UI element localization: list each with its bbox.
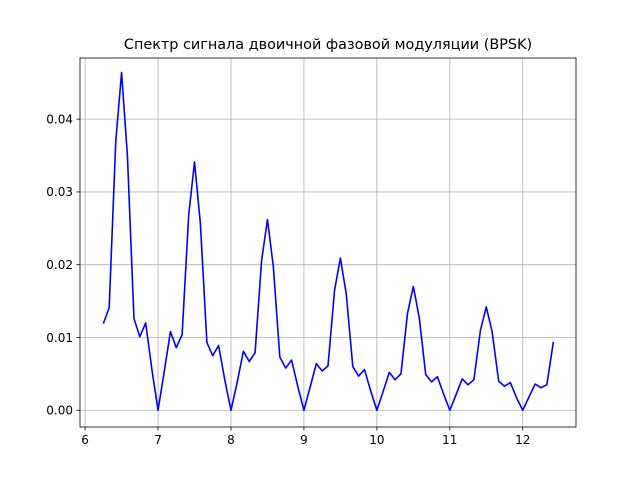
y-tick-label: 0.03 xyxy=(46,185,73,199)
plot-frame xyxy=(79,57,577,428)
x-tick-label: 9 xyxy=(300,433,308,447)
x-tick-label: 10 xyxy=(369,433,384,447)
y-tick-label: 0.00 xyxy=(46,404,73,418)
x-tick-label: 8 xyxy=(227,433,235,447)
x-tick-label: 6 xyxy=(81,433,89,447)
grid xyxy=(80,58,576,427)
x-tick-label: 11 xyxy=(442,433,457,447)
x-tick-label: 12 xyxy=(515,433,530,447)
y-tick-label: 0.01 xyxy=(46,331,73,345)
y-tick-label: 0.02 xyxy=(46,258,73,272)
series-line xyxy=(102,71,555,412)
y-axis: 0.00 0.01 0.02 0.03 0.04 xyxy=(46,112,80,418)
x-tick-label: 7 xyxy=(154,433,162,447)
series-group xyxy=(102,71,555,412)
y-tick-label: 0.04 xyxy=(46,112,73,126)
chart-title: Спектр сигнала двоичной фазовой модуляци… xyxy=(124,37,532,53)
x-axis: 6 7 8 9 10 11 12 xyxy=(81,427,530,447)
